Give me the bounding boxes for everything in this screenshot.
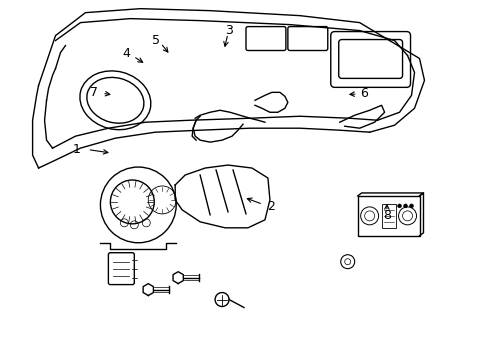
Text: 5: 5 — [151, 34, 160, 48]
Text: 2: 2 — [267, 201, 275, 213]
Circle shape — [403, 204, 407, 208]
Text: 3: 3 — [224, 24, 232, 37]
Text: 1: 1 — [72, 143, 80, 156]
Bar — [357, 196, 419, 236]
Circle shape — [397, 204, 401, 208]
Text: 4: 4 — [122, 47, 130, 60]
Circle shape — [408, 204, 413, 208]
Text: 8: 8 — [382, 209, 390, 222]
Text: 7: 7 — [90, 86, 98, 99]
Bar — [381, 204, 395, 228]
Text: 6: 6 — [359, 87, 367, 100]
